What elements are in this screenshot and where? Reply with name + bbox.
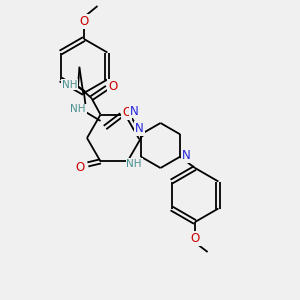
Text: O: O [108, 80, 117, 93]
Text: NH: NH [62, 80, 77, 90]
Text: NH: NH [126, 159, 142, 169]
Text: NH: NH [70, 104, 86, 115]
Text: O: O [76, 161, 85, 174]
Text: N: N [135, 122, 144, 135]
Text: N: N [130, 104, 139, 118]
Text: N: N [182, 149, 190, 162]
Text: O: O [190, 232, 200, 245]
Text: O: O [80, 15, 88, 28]
Text: O: O [122, 106, 131, 119]
